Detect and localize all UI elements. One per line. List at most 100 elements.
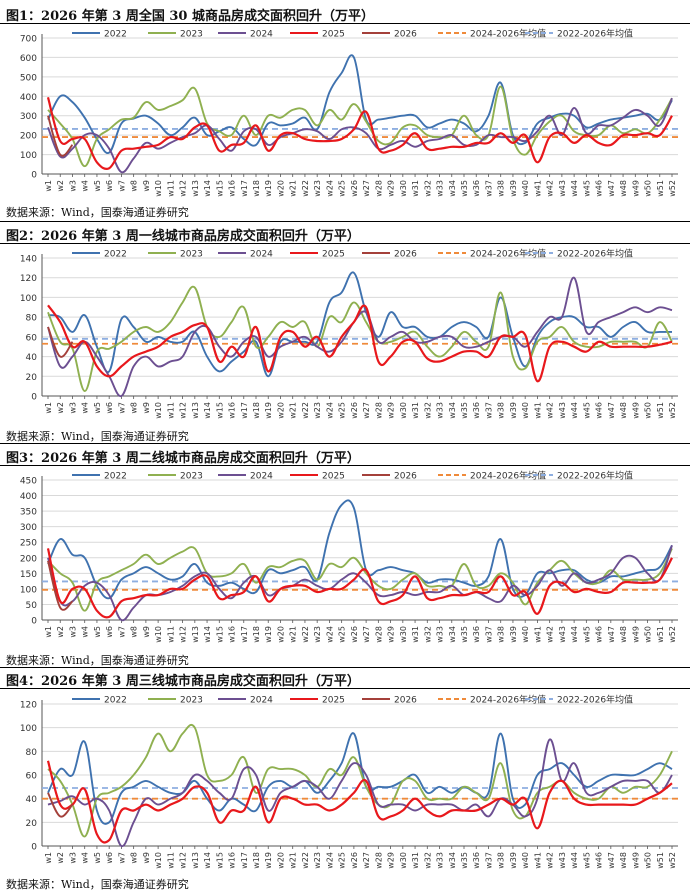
legend-item: 2022 xyxy=(72,30,127,40)
legend-label: 2026 xyxy=(394,472,417,482)
x-tick-label: w43 xyxy=(558,626,567,643)
legend-item: 2022 xyxy=(72,696,127,706)
x-tick-label: w3 xyxy=(68,180,77,192)
series-line-2025 xyxy=(46,97,673,171)
title-rule xyxy=(0,688,690,689)
x-tick-label: w23 xyxy=(313,852,322,869)
x-tick-label: w34 xyxy=(448,180,457,197)
x-tick-label: w50 xyxy=(644,180,653,197)
line-chart: 0 20 40 60 80 100 120 w1 w2 w3 w4 w5 w6 w7 w8 w9 w10 w11 w… xyxy=(20,694,678,869)
x-tick-label: w52 xyxy=(668,402,677,419)
x-tick-label: w2 xyxy=(56,180,65,192)
x-tick-label: w38 xyxy=(497,402,506,419)
x-tick-label: w44 xyxy=(570,852,579,869)
x-tick-label: w23 xyxy=(313,180,322,197)
x-tick-label: w50 xyxy=(644,626,653,643)
x-tick-label: w18 xyxy=(252,180,261,197)
x-tick-label: w3 xyxy=(68,852,77,864)
x-tick-label: w10 xyxy=(154,402,163,419)
series-line-2022 xyxy=(47,499,673,600)
x-tick-label: w27 xyxy=(362,180,371,197)
legend-label: 2023 xyxy=(180,472,203,482)
x-tick-label: w9 xyxy=(142,626,151,638)
x-tick-label: w44 xyxy=(570,402,579,419)
panel-divider xyxy=(0,667,690,668)
legend-item: 2022-2026年均值 xyxy=(525,248,633,260)
x-tick-label: w39 xyxy=(509,852,518,869)
y-tick-label: 100 xyxy=(20,151,37,161)
chart-panel-1: 图1：2026 年第 3 周全国 30 城商品房成交面积回升（万平） 0 100 2… xyxy=(0,0,690,219)
chart-title: 图1：2026 年第 3 周全国 30 城商品房成交面积回升（万平） xyxy=(6,9,374,24)
x-tick-label: w8 xyxy=(130,626,139,638)
x-tick-label: w8 xyxy=(130,402,139,414)
x-tick-label: w33 xyxy=(436,852,445,869)
x-tick-label: w37 xyxy=(484,852,493,869)
legend-item: 2024 xyxy=(218,30,273,40)
series-line-2022 xyxy=(47,54,673,154)
x-tick-label: w34 xyxy=(448,852,457,869)
x-tick-label: w33 xyxy=(436,402,445,419)
x-tick-label: w44 xyxy=(570,626,579,643)
x-tick-label: w46 xyxy=(595,402,604,419)
source-note: 数据来源：Wind，国泰海通证券研究 xyxy=(6,206,189,219)
x-tick-label: w25 xyxy=(338,626,347,643)
x-tick-label: w41 xyxy=(533,180,542,197)
legend-item: 2023 xyxy=(148,696,203,706)
legend-item: 2025 xyxy=(290,472,345,482)
x-tick-label: w31 xyxy=(411,402,420,419)
x-tick-label: w1 xyxy=(44,852,53,864)
series-line-2023 xyxy=(47,546,673,612)
x-tick-label: w10 xyxy=(154,626,163,643)
legend-item: 2024 xyxy=(218,250,273,260)
legend-label: 2022-2026年均值 xyxy=(557,694,633,706)
x-tick-label: w16 xyxy=(228,180,237,197)
series-line-2026 xyxy=(47,560,74,611)
x-tick-label: w48 xyxy=(619,852,628,869)
x-tick-label: w52 xyxy=(668,852,677,869)
x-tick-label: w41 xyxy=(533,852,542,869)
x-tick-label: w35 xyxy=(460,852,469,869)
x-tick-label: w48 xyxy=(619,626,628,643)
x-tick-label: w22 xyxy=(301,402,310,419)
x-tick-label: w30 xyxy=(399,852,408,869)
x-tick-label: w7 xyxy=(117,852,126,864)
x-tick-label: w34 xyxy=(448,626,457,643)
x-tick-label: w35 xyxy=(460,402,469,419)
x-tick-label: w37 xyxy=(484,626,493,643)
x-tick-label: w47 xyxy=(607,180,616,197)
x-tick-label: w27 xyxy=(362,852,371,869)
x-tick-label: w34 xyxy=(448,402,457,419)
legend-item: 2023 xyxy=(148,30,203,40)
x-tick-label: w7 xyxy=(117,180,126,192)
x-tick-label: w9 xyxy=(142,402,151,414)
x-tick-label: w17 xyxy=(240,180,249,197)
y-tick-label: 60 xyxy=(26,772,38,782)
x-tick-label: w26 xyxy=(350,180,359,197)
x-tick-label: w47 xyxy=(607,626,616,643)
x-tick-label: w36 xyxy=(472,402,481,419)
y-tick-label: 600 xyxy=(20,54,37,64)
y-tick-label: 120 xyxy=(20,701,37,711)
x-tick-label: w11 xyxy=(166,626,175,643)
x-tick-label: w16 xyxy=(228,852,237,869)
x-tick-label: w22 xyxy=(301,626,310,643)
x-tick-label: w40 xyxy=(521,626,530,643)
legend-item: 2022-2026年均值 xyxy=(525,28,633,40)
legend-label: 2022 xyxy=(104,30,127,40)
x-tick-label: w32 xyxy=(423,852,432,869)
x-tick-label: w19 xyxy=(264,402,273,419)
x-tick-label: w24 xyxy=(325,180,334,197)
chart-panel-2: 图2：2026 年第 3 周一线城市商品房成交面积回升（万平） 0 20 40 60 8… xyxy=(0,222,690,443)
y-tick-label: 400 xyxy=(20,492,37,502)
x-tick-label: w15 xyxy=(215,626,224,643)
y-tick-label: 300 xyxy=(20,112,37,122)
series-line-2024 xyxy=(47,738,673,847)
x-tick-label: w1 xyxy=(44,180,53,192)
legend-label: 2024 xyxy=(250,472,273,482)
x-tick-label: w31 xyxy=(411,852,420,869)
x-tick-label: w25 xyxy=(338,180,347,197)
y-tick-label: 250 xyxy=(20,539,37,549)
x-tick-label: w18 xyxy=(252,626,261,643)
x-tick-label: w46 xyxy=(595,180,604,197)
x-tick-label: w12 xyxy=(179,180,188,197)
